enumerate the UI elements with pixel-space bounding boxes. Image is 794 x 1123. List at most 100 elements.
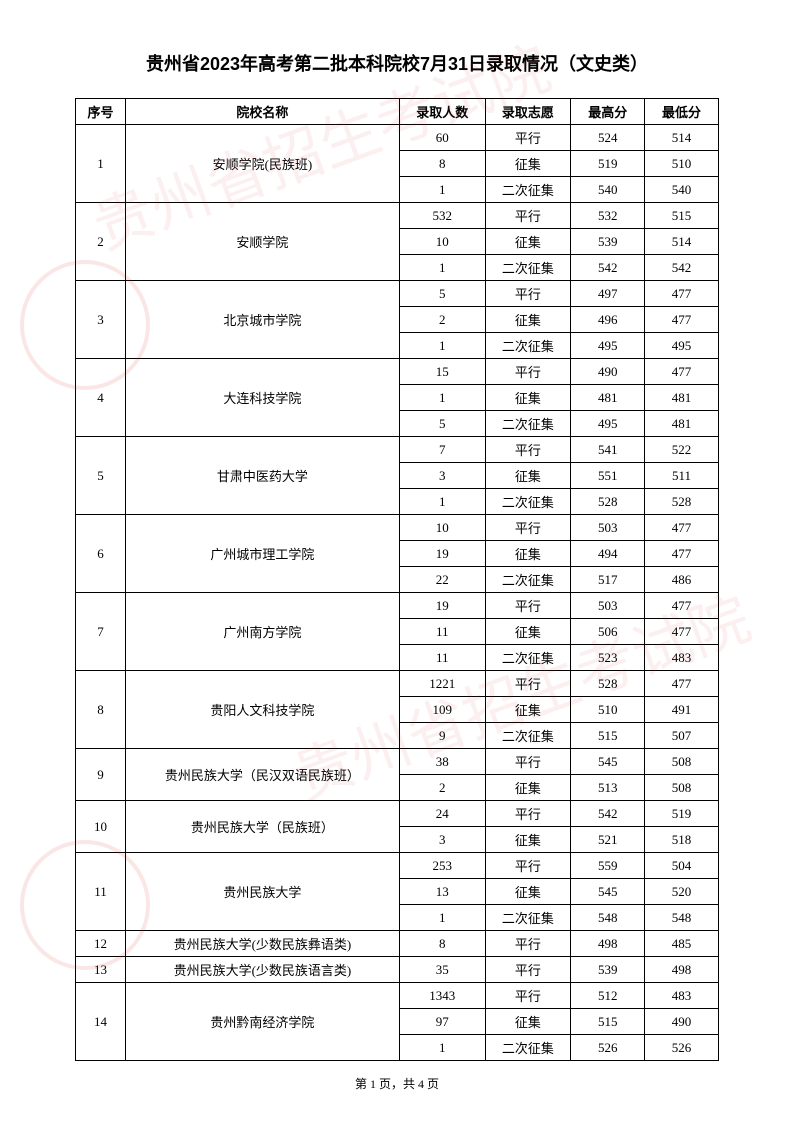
cell-count: 60: [399, 125, 485, 151]
cell-count: 1: [399, 333, 485, 359]
cell-wish: 征集: [485, 463, 571, 489]
cell-count: 1: [399, 489, 485, 515]
cell-min: 477: [645, 593, 719, 619]
col-name: 院校名称: [126, 99, 400, 125]
cell-count: 1: [399, 385, 485, 411]
cell-max: 545: [571, 879, 645, 905]
cell-idx: 12: [76, 931, 126, 957]
cell-max: 517: [571, 567, 645, 593]
cell-idx: 9: [76, 749, 126, 801]
cell-min: 548: [645, 905, 719, 931]
cell-count: 1: [399, 255, 485, 281]
table-row: 3北京城市学院5平行497477: [76, 281, 719, 307]
cell-max: 528: [571, 489, 645, 515]
cell-count: 8: [399, 151, 485, 177]
cell-max: 551: [571, 463, 645, 489]
cell-count: 532: [399, 203, 485, 229]
cell-count: 3: [399, 463, 485, 489]
cell-count: 15: [399, 359, 485, 385]
cell-min: 514: [645, 125, 719, 151]
cell-count: 2: [399, 307, 485, 333]
cell-wish: 平行: [485, 437, 571, 463]
cell-wish: 征集: [485, 229, 571, 255]
cell-idx: 8: [76, 671, 126, 749]
cell-school-name: 贵州民族大学: [126, 853, 400, 931]
cell-school-name: 安顺学院: [126, 203, 400, 281]
cell-wish: 征集: [485, 1009, 571, 1035]
cell-count: 7: [399, 437, 485, 463]
cell-school-name: 贵阳人文科技学院: [126, 671, 400, 749]
cell-min: 511: [645, 463, 719, 489]
cell-wish: 平行: [485, 593, 571, 619]
cell-wish: 平行: [485, 671, 571, 697]
cell-school-name: 贵州民族大学（民族班）: [126, 801, 400, 853]
cell-wish: 征集: [485, 775, 571, 801]
cell-max: 495: [571, 411, 645, 437]
cell-min: 477: [645, 671, 719, 697]
cell-min: 519: [645, 801, 719, 827]
cell-min: 485: [645, 931, 719, 957]
cell-max: 503: [571, 593, 645, 619]
cell-wish: 征集: [485, 827, 571, 853]
table-row: 8贵阳人文科技学院1221平行528477: [76, 671, 719, 697]
cell-school-name: 大连科技学院: [126, 359, 400, 437]
cell-wish: 二次征集: [485, 1035, 571, 1061]
cell-count: 10: [399, 229, 485, 255]
cell-min: 477: [645, 619, 719, 645]
cell-count: 8: [399, 931, 485, 957]
cell-wish: 二次征集: [485, 723, 571, 749]
cell-wish: 征集: [485, 541, 571, 567]
page-title: 贵州省2023年高考第二批本科院校7月31日录取情况（文史类）: [75, 50, 719, 76]
cell-wish: 平行: [485, 515, 571, 541]
cell-max: 539: [571, 957, 645, 983]
cell-max: 528: [571, 671, 645, 697]
cell-wish: 征集: [485, 697, 571, 723]
cell-count: 1221: [399, 671, 485, 697]
cell-max: 490: [571, 359, 645, 385]
cell-wish: 平行: [485, 359, 571, 385]
cell-idx: 4: [76, 359, 126, 437]
table-row: 12贵州民族大学(少数民族彝语类)8平行498485: [76, 931, 719, 957]
cell-min: 477: [645, 541, 719, 567]
cell-max: 494: [571, 541, 645, 567]
cell-min: 528: [645, 489, 719, 515]
col-count: 录取人数: [399, 99, 485, 125]
table-row: 7广州南方学院19平行503477: [76, 593, 719, 619]
cell-min: 495: [645, 333, 719, 359]
cell-min: 507: [645, 723, 719, 749]
cell-wish: 平行: [485, 957, 571, 983]
cell-count: 1: [399, 1035, 485, 1061]
cell-min: 477: [645, 515, 719, 541]
table-body: 1安顺学院(民族班)60平行5245148征集5195101二次征集540540…: [76, 125, 719, 1061]
cell-school-name: 安顺学院(民族班): [126, 125, 400, 203]
cell-min: 481: [645, 411, 719, 437]
table-row: 14贵州黔南经济学院1343平行512483: [76, 983, 719, 1009]
cell-max: 519: [571, 151, 645, 177]
cell-max: 539: [571, 229, 645, 255]
cell-min: 526: [645, 1035, 719, 1061]
cell-idx: 5: [76, 437, 126, 515]
cell-min: 542: [645, 255, 719, 281]
cell-school-name: 甘肃中医药大学: [126, 437, 400, 515]
cell-max: 532: [571, 203, 645, 229]
cell-max: 506: [571, 619, 645, 645]
cell-min: 508: [645, 749, 719, 775]
table-row: 4大连科技学院15平行490477: [76, 359, 719, 385]
cell-school-name: 北京城市学院: [126, 281, 400, 359]
cell-min: 520: [645, 879, 719, 905]
cell-wish: 平行: [485, 281, 571, 307]
cell-min: 522: [645, 437, 719, 463]
cell-count: 10: [399, 515, 485, 541]
table-row: 9贵州民族大学（民汉双语民族班）38平行545508: [76, 749, 719, 775]
cell-min: 483: [645, 645, 719, 671]
cell-max: 513: [571, 775, 645, 801]
cell-max: 540: [571, 177, 645, 203]
table-row: 11贵州民族大学253平行559504: [76, 853, 719, 879]
cell-count: 19: [399, 593, 485, 619]
cell-count: 24: [399, 801, 485, 827]
cell-count: 2: [399, 775, 485, 801]
cell-idx: 14: [76, 983, 126, 1061]
cell-min: 477: [645, 281, 719, 307]
col-wish: 录取志愿: [485, 99, 571, 125]
col-min: 最低分: [645, 99, 719, 125]
